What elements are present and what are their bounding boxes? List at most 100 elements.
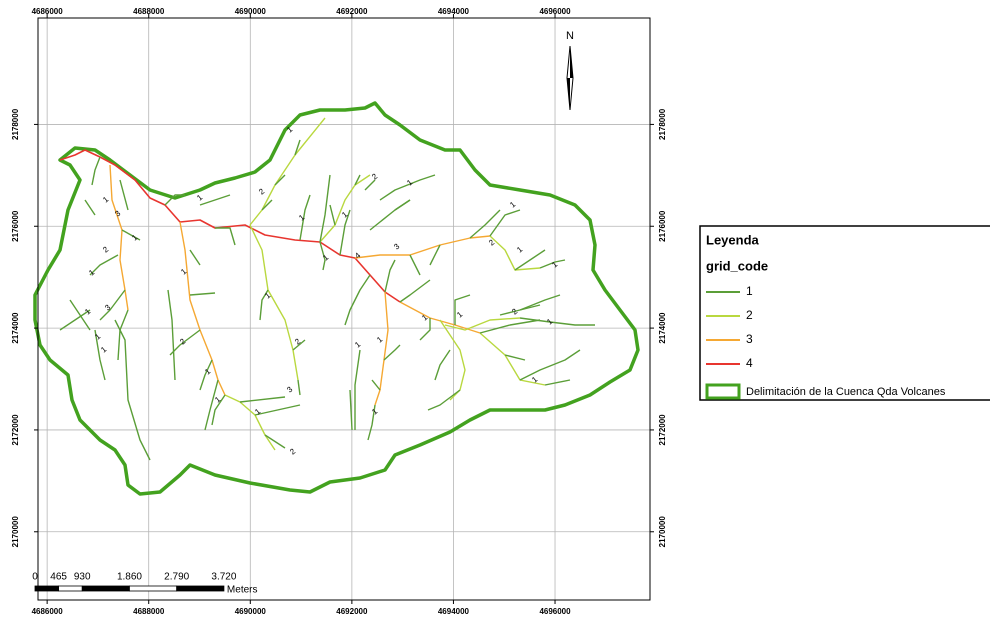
stream — [490, 236, 540, 270]
scale-segment — [82, 586, 129, 591]
x-coord-label: 4694000 — [438, 607, 470, 616]
x-coord-label: 4688000 — [133, 607, 165, 616]
x-coord-label: 4694000 — [438, 7, 470, 16]
stream — [330, 205, 335, 225]
legend-label: 1 — [746, 284, 753, 298]
stream-order-label: 1 — [130, 232, 140, 242]
stream-order-label: 1 — [508, 199, 518, 209]
stream — [345, 275, 370, 325]
stream-order-label: 1 — [515, 244, 525, 254]
x-coord-label: 4688000 — [133, 7, 165, 16]
stream — [470, 210, 500, 238]
scale-segment — [35, 586, 59, 591]
stream — [190, 293, 215, 295]
stream — [90, 255, 118, 275]
stream-order-label: 1 — [101, 194, 111, 204]
stream-order-label: 1 — [545, 316, 555, 326]
scale-segment — [59, 586, 83, 591]
stream — [385, 260, 395, 292]
legend-label: 3 — [746, 332, 753, 346]
scale-label: 930 — [74, 572, 91, 583]
x-coord-label: 4686000 — [32, 607, 64, 616]
stream-order-label: 4 — [353, 250, 363, 260]
stream — [490, 210, 520, 236]
x-coord-label: 4690000 — [235, 7, 267, 16]
y-coord-label: 2176000 — [11, 210, 20, 242]
y-coord-label: 2170000 — [658, 516, 667, 548]
x-coord-label: 4696000 — [539, 7, 571, 16]
stream — [205, 380, 218, 430]
stream — [375, 292, 388, 405]
stream — [520, 350, 580, 380]
stream — [395, 200, 410, 210]
y-coord-label: 2170000 — [11, 516, 20, 548]
stream-order-label: 1 — [93, 331, 103, 341]
scale-label: 3.720 — [211, 572, 236, 583]
legend-label: 4 — [746, 356, 753, 370]
stream — [110, 165, 128, 310]
y-coord-label: 2178000 — [11, 108, 20, 140]
stream — [190, 250, 200, 265]
stream — [365, 180, 375, 190]
stream-order-label: 2 — [257, 186, 267, 196]
stream-order-label: 3 — [113, 208, 123, 218]
stream — [240, 397, 285, 402]
stream — [250, 225, 298, 380]
y-coord-label: 2176000 — [658, 210, 667, 242]
legend-title: Leyenda — [706, 232, 760, 247]
stream — [250, 118, 325, 225]
x-coord-label: 4686000 — [32, 7, 64, 16]
streams — [35, 18, 650, 600]
stream-order-label: 1 — [195, 192, 205, 202]
y-coord-label: 2174000 — [11, 312, 20, 344]
scale-label: 0 — [32, 572, 38, 583]
north-label: N — [566, 30, 574, 42]
map-page: N Leyenda grid_code 4686000 4686000 468800… — [0, 0, 990, 624]
scale-label: 1.860 — [117, 572, 142, 583]
stream — [265, 435, 285, 448]
stream — [298, 380, 300, 395]
stream — [115, 320, 150, 460]
y-coord-label: 2174000 — [658, 312, 667, 344]
stream — [545, 380, 570, 385]
stream-order-label: 2 — [487, 237, 497, 247]
stream — [120, 180, 128, 210]
stream — [400, 280, 430, 302]
stream — [480, 320, 540, 333]
stream-order-label: 1 — [455, 309, 465, 319]
stream — [435, 350, 450, 380]
stream-order-label: 1 — [353, 339, 363, 349]
y-coord-label: 2172000 — [11, 414, 20, 446]
stream — [168, 290, 175, 380]
y-coord-label: 2178000 — [658, 108, 667, 140]
x-coord-label: 4692000 — [336, 607, 368, 616]
stream — [85, 200, 95, 215]
stream — [200, 195, 230, 205]
x-coord-label: 4692000 — [336, 7, 368, 16]
y-coord-label: 2172000 — [658, 414, 667, 446]
map-frame — [38, 18, 650, 600]
x-coord-label: 4696000 — [539, 607, 571, 616]
scale-unit: Meters — [227, 585, 258, 596]
scale-label: 2.790 — [164, 572, 189, 583]
stream-order-label: 2 — [288, 446, 298, 456]
legend-label: 2 — [746, 308, 753, 322]
north-arrow-fill — [567, 46, 573, 110]
stream-order-label: 2 — [293, 336, 303, 346]
stream-order-label: 3 — [285, 384, 295, 394]
stream — [320, 175, 370, 242]
stream-order-label: 2 — [510, 306, 520, 316]
stream — [520, 295, 560, 310]
stream-order-label: 1 — [83, 306, 93, 316]
stream-order-label: 1 — [321, 252, 331, 262]
legend-field: grid_code — [706, 258, 768, 273]
stream — [92, 157, 100, 185]
stream-order-label: 1 — [375, 334, 385, 344]
stream-order-label: 2 — [370, 171, 380, 181]
legend-boundary-label: Delimitación de la Cuenca Qda Volcanes — [746, 386, 946, 398]
stream-order-label: 2 — [101, 244, 111, 254]
legend-box — [700, 226, 990, 400]
stream — [215, 228, 235, 245]
stream — [355, 350, 360, 430]
stream-order-label: 1 — [297, 212, 307, 222]
